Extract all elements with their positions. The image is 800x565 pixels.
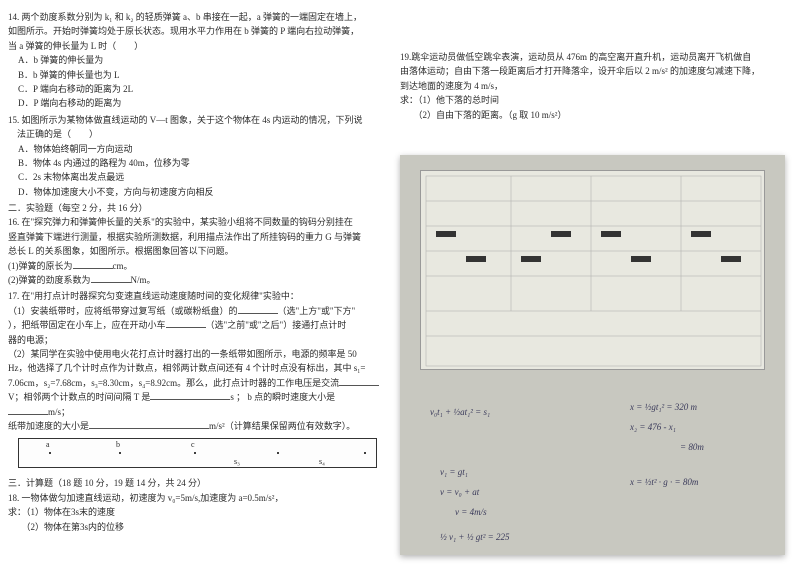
q18-stem: 18. 一物体做匀加速直线运动，初速度为 v₀=5m/s,加速度为 a=0.5m…	[8, 491, 387, 505]
tape-label-s4: s₄	[319, 456, 325, 469]
tape-label-s3: s₃	[234, 456, 240, 469]
blank	[166, 318, 206, 328]
blank	[91, 273, 131, 283]
section3-title: 三．计算题（18 题 10 分，19 题 14 分，共 24 分）	[8, 476, 387, 490]
q16-ans1-unit: cm。	[113, 261, 133, 271]
q18: 18. 一物体做匀加速直线运动，初速度为 v₀=5m/s,加速度为 a=0.5m…	[8, 491, 387, 534]
tape-dot	[119, 452, 121, 454]
q15-optD: D．物体加速度大小不变，方向与初速度方向相反	[8, 185, 387, 199]
q17-p2h: m/s²（计算结果保留两位有效数字）。	[209, 421, 355, 431]
card-grid-icon	[421, 171, 766, 371]
q16-ans2-unit: N/m。	[131, 275, 156, 285]
q15-optB: B．物体 4s 内通过的路程为 40m，位移为零	[8, 156, 387, 170]
q17-p2a-text: （2）某同学在实验中使用电火花打点计时器打出的一条纸带如图所示，电源的频率是 5…	[8, 349, 357, 359]
section2-title: 二．实验题（每空 2 分，共 16 分）	[8, 201, 387, 215]
q17-p2c-text: 7.06cm，s₂=7.68cm，s₃=8.30cm，s₄=8.92cm。那么，…	[8, 378, 339, 388]
q16-ans1: (1)弹簧的原长为 cm。	[8, 259, 387, 273]
q15-stem1: 15. 如图所示为某物体做直线运动的 V—t 图象，关于这个物体在 4s 内运动…	[8, 113, 387, 127]
tape-label-a: a	[46, 439, 50, 452]
q17-p1b: （选"上方"或"下方"	[278, 306, 356, 316]
handwriting-line: v₁ = gt₁	[440, 465, 468, 479]
q19-stem1: 19.跳伞运动员做低空跳伞表演，运动员从 476m 的高空离开直升机，运动员离开…	[400, 50, 795, 64]
page-root: 14. 两个劲度系数分别为 k₁ 和 k₂ 的轻质弹簧 a、b 串接在一起，a …	[0, 0, 800, 546]
q16-stem1: 16. 在"探究弹力和弹簧伸长量的关系"的实验中，某实验小组将不同数量的钩码分别…	[8, 215, 387, 229]
q16-stem3: 总长 L 的关系图象，如图所示。根据图象回答以下问题。	[8, 244, 387, 258]
q17-p2f-line: m/s；	[8, 405, 387, 419]
q19-stem2: 由落体运动；自由下落一段距离后才打开降落伞，设开伞后以 2 m/s² 的加速度匀…	[400, 64, 795, 78]
handwriting-line: x₂ = 476 - x₁	[630, 420, 676, 434]
handwriting-line: = 80m	[680, 440, 704, 454]
tape-dot	[194, 452, 196, 454]
q16-ans2: (2)弹簧的劲度系数为 N/m。	[8, 273, 387, 287]
q16-ans2-label: (2)弹簧的劲度系数为	[8, 275, 91, 285]
left-column: 14. 两个劲度系数分别为 k₁ 和 k₂ 的轻质弹簧 a、b 串接在一起，a …	[0, 0, 395, 546]
q14-optC: C．P 端向右移动的距离为 2L	[8, 82, 387, 96]
blank	[150, 390, 230, 400]
q17: 17. 在"用打点计时器探究匀变速直线运动速度随时间的变化规律"实验中： （1）…	[8, 289, 387, 433]
q19-p2: （2）自由下落的距离。（g 取 10 m/s²）	[400, 108, 795, 122]
q17-p1c-line: ），把纸带固定在小车上，应在开动小车 （选"之前"或"之后"）接通打点计时	[8, 318, 387, 332]
q17-p2d: V；相邻两个计数点的时间间隔 T 是	[8, 392, 150, 402]
tape-label-b: b	[116, 439, 120, 452]
q17-p1e: 器的电源；	[8, 333, 387, 347]
q14-optD: D．P 端向右移动的距离为	[8, 96, 387, 110]
tape-dot	[49, 452, 51, 454]
q17-p2e: s ； b 点的瞬时速度大小是	[230, 392, 335, 402]
tape-label-c: c	[191, 439, 195, 452]
right-column: 19.跳伞运动员做低空跳伞表演，运动员从 476m 的高空离开直升机，运动员离开…	[395, 0, 800, 546]
q18-p2: （2）物体在第3s内的位移	[8, 520, 387, 534]
q15-stem2: 法正确的是（ ）	[8, 127, 387, 141]
q19: 19.跳伞运动员做低空跳伞表演，运动员从 476m 的高空离开直升机，运动员离开…	[400, 50, 795, 122]
handwriting-line: x = ½t² · g · = 80m	[630, 475, 698, 489]
q15: 15. 如图所示为某物体做直线运动的 V—t 图象，关于这个物体在 4s 内运动…	[8, 113, 387, 199]
handwriting-line: v₀t₁ + ½at₁² = s₁	[430, 405, 490, 419]
handwriting-line: v = v₀ + at	[440, 485, 479, 499]
handwriting-line: x = ½gt₁² = 320 m	[630, 400, 697, 414]
tape-dot	[364, 452, 366, 454]
q17-p1d: （选"之前"或"之后"）接通打点计时	[206, 320, 347, 330]
q17-p1a: （1）安装纸带时，应将纸带穿过复写纸（或碳粉纸盘）的	[8, 306, 238, 316]
q14-stem3: 当 a 弹簧的伸长量为 L 时（ ）	[8, 39, 387, 53]
q15-optA: A．物体始终朝同一方向运动	[8, 142, 387, 156]
q16-stem2: 竖直弹簧下端进行测量，根据实验所测数据，利用描点法作出了所挂钩码的重力 G 与弹…	[8, 230, 387, 244]
blank	[89, 419, 209, 429]
blank	[238, 304, 278, 314]
q15-optC: C．2s 末物体离出发点最远	[8, 170, 387, 184]
blank	[8, 405, 48, 415]
q17-p2f: m/s；	[48, 407, 70, 417]
q14-optA: A．b 弹簧的伸长量为	[8, 53, 387, 67]
tape-diagram: a b c s₃ s₄	[18, 438, 377, 468]
q19-p1: 求：（1）他下落的总时间	[400, 93, 795, 107]
q16: 16. 在"探究弹力和弹簧伸长量的关系"的实验中，某实验小组将不同数量的钩码分别…	[8, 215, 387, 287]
handwriting-line: v = 4m/s	[455, 505, 487, 519]
q17-p2a: （2）某同学在实验中使用电火花打点计时器打出的一条纸带如图所示，电源的频率是 5…	[8, 347, 387, 361]
q17-p2d-line: V；相邻两个计数点的时间间隔 T 是 s ； b 点的瞬时速度大小是	[8, 390, 387, 404]
q14: 14. 两个劲度系数分别为 k₁ 和 k₂ 的轻质弹簧 a、b 串接在一起，a …	[8, 10, 387, 111]
q19-stem3: 到达地面的速度为 4 m/s，	[400, 79, 795, 93]
q17-p2c: 7.06cm，s₂=7.68cm，s₃=8.30cm，s₄=8.92cm。那么，…	[8, 376, 387, 390]
handwriting-line: ½ v₁ + ½ gt² = 225	[440, 530, 509, 544]
q18-p1: 求：（1）物体在3s末的速度	[8, 505, 387, 519]
q17-stem1: 17. 在"用打点计时器探究匀变速直线运动速度随时间的变化规律"实验中：	[8, 289, 387, 303]
q14-stem2: 如图所示。开始时弹簧均处于原长状态。现用水平力作用在 b 弹簧的 P 端向右拉动…	[8, 24, 387, 38]
spacer	[400, 10, 795, 50]
q17-p1c: ），把纸带固定在小车上，应在开动小车	[8, 320, 166, 330]
exam-card	[420, 170, 765, 370]
q16-ans1-label: (1)弹簧的原长为	[8, 261, 73, 271]
q17-p2g-line: 纸带加速度的大小是 m/s²（计算结果保留两位有效数字）。	[8, 419, 387, 433]
q17-p2g: 纸带加速度的大小是	[8, 421, 89, 431]
answer-sheet-photo: v₀t₁ + ½at₁² = s₁ x = ½gt₁² = 320 m x₂ =…	[400, 155, 785, 555]
blank	[73, 259, 113, 269]
blank	[339, 376, 379, 386]
q14-optB: B．b 弹簧的伸长量也为 L	[8, 68, 387, 82]
q17-p1: （1）安装纸带时，应将纸带穿过复写纸（或碳粉纸盘）的 （选"上方"或"下方"	[8, 304, 387, 318]
q17-p2b: Hz，他选择了几个计时点作为计数点，相邻两计数点间还有 4 个计时点没有标出，其…	[8, 361, 387, 375]
q14-stem1: 14. 两个劲度系数分别为 k₁ 和 k₂ 的轻质弹簧 a、b 串接在一起，a …	[8, 10, 387, 24]
tape-dot	[277, 452, 279, 454]
